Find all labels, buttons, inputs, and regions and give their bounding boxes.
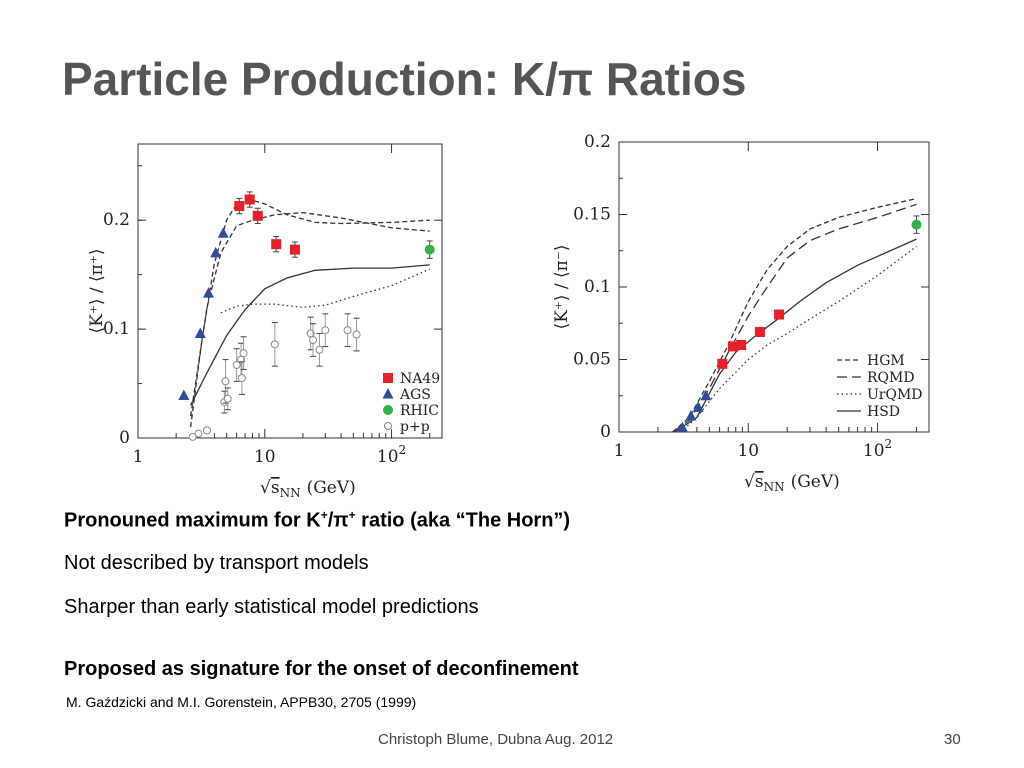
footer: Christoph Blume, Dubna Aug. 2012	[378, 731, 614, 748]
c0-point-p-p	[321, 326, 330, 335]
c1-x-axis-label-s: s	[755, 472, 764, 492]
c0-x-tick-label: 10	[254, 447, 276, 467]
c0-y-tick-label: 0.1	[103, 319, 130, 339]
c0-point-na49	[244, 194, 255, 205]
c1-legend-label: HGM	[867, 353, 905, 369]
c1-y-tick-label: 0	[600, 422, 611, 442]
c1-point-na49	[727, 341, 738, 352]
bullet-horn-post: ratio (aka “The Horn”)	[355, 509, 571, 532]
c0-legend-marker	[384, 422, 392, 430]
c1-point-na49	[717, 358, 728, 369]
c1-x-tick-label: 10	[737, 441, 759, 461]
c0-x-axis-label-sub: NN	[280, 486, 301, 500]
c0-point-ags	[178, 389, 190, 401]
c0-point-p-p	[315, 345, 324, 354]
c1-x-tick-sup: 2	[885, 437, 893, 451]
c1-point-na49	[754, 326, 765, 337]
c1-point-ags	[685, 410, 697, 421]
c0-y-tick-label: 0	[119, 428, 130, 448]
page-number: 30	[944, 731, 961, 748]
c0-x-axis-label-s: s	[271, 478, 280, 498]
c1-x-tick-label: 102	[863, 437, 892, 461]
c1-point-ags	[700, 389, 712, 401]
c1-y-tick-label: 0.1	[584, 277, 611, 297]
c0-x-tick-label: 1	[133, 447, 144, 467]
c0-point-na49	[271, 239, 282, 250]
c0-point-p-p	[308, 336, 317, 344]
kplus-piminus-chart: 0 0.05 0.1 0.15 0.2 1 10 102 HGM RQMD UrQMD HSD √sNN…	[545, 128, 945, 498]
bullet-horn-sup1: +	[320, 508, 328, 522]
c1-x-axis-label-unit: (GeV)	[791, 472, 840, 492]
c0-model-curve-solid	[190, 264, 430, 406]
reference: M. Gaździcki and M.I. Gorenstein, APPB30…	[66, 694, 417, 710]
c0-legend-marker	[382, 388, 394, 399]
bullet-signature: Proposed as signature for the onset of d…	[64, 658, 579, 680]
c0-point-p-p	[343, 326, 352, 335]
c1-y-tick-label: 0.15	[573, 205, 611, 225]
c1-model-curve-dashed-short	[672, 197, 917, 433]
c0-legend-marker	[383, 405, 393, 415]
c0-model-curve-dashed	[189, 211, 430, 417]
c1-point-ags	[692, 401, 704, 412]
c0-point-p-p	[239, 349, 248, 358]
c0-point-p-p	[202, 426, 211, 435]
c0-point-p-p	[237, 374, 246, 383]
c1-legend-label: RQMD	[867, 370, 915, 386]
c1-point-ags	[677, 421, 689, 433]
slide-title: Particle Production: K/π Ratios	[62, 53, 747, 105]
c0-point-p-p	[221, 377, 230, 386]
c0-point-p-p	[352, 330, 361, 339]
c0-legend-label: RHIC	[400, 403, 439, 419]
c0-point-ags	[210, 246, 222, 258]
c1-legend-label: HSD	[867, 404, 900, 420]
c0-point-p-p	[270, 340, 279, 349]
c0-legend-label: NA49	[400, 371, 440, 387]
bullet-transport: Not described by transport models	[64, 552, 369, 574]
c1-y-tick-label: 0.05	[573, 350, 611, 370]
c0-point-ags	[203, 287, 215, 298]
c1-point-na49	[736, 340, 747, 350]
c0-point-p-p	[194, 429, 203, 438]
c1-y-tick-label: 0.2	[584, 132, 611, 152]
c0-model-curve-dotted	[220, 268, 430, 314]
c1-x-axis-label-sub: NN	[764, 480, 785, 494]
c1-point-rhic	[911, 219, 922, 230]
bullet-horn: Pronouned maximum for K+/π+ ratio (aka “…	[64, 508, 570, 533]
c0-point-na49	[234, 201, 245, 212]
bullet-statistical: Sharper than early statistical model pre…	[64, 596, 479, 618]
bullet-horn-mid: /π	[327, 509, 349, 532]
c0-point-p-p	[232, 361, 241, 370]
c1-legend-label: UrQMD	[867, 387, 923, 403]
c0-plot-frame	[137, 143, 443, 439]
c0-x-axis-label: √sNN (GeV)	[260, 478, 356, 500]
c0-point-rhic	[424, 244, 435, 255]
c0-x-tick-label: 102	[377, 443, 406, 467]
c0-y-axis-label: ⟨K⁺⟩ / ⟨π⁺⟩	[87, 249, 107, 334]
c0-point-ags	[194, 327, 206, 338]
bullet-horn-pre: Pronouned maximum for K	[64, 509, 321, 532]
c0-point-na49	[252, 210, 263, 221]
kplus-piplus-chart: 0 0.1 0.2 1 10 102 NA49 AGS RHIC p+p √sNN (GeV) ⟨K⁺⟩…	[87, 128, 460, 500]
c0-legend-label: p+p	[400, 419, 430, 435]
c0-point-p-p	[223, 394, 232, 403]
c0-x-axis-label-unit: (GeV)	[307, 478, 356, 498]
c0-model-curve-dashed	[189, 198, 430, 428]
c0-legend-label: AGS	[399, 387, 431, 403]
kplus-piminus-plot: 00.050.10.150.21 10 102HGMRQMDUrQMDHSD√sNN…	[552, 132, 930, 494]
c0-point-na49	[289, 244, 300, 255]
c1-y-axis-label: ⟨K⁺⟩ / ⟨π⁻⟩	[552, 245, 572, 330]
c0-point-ags	[217, 227, 229, 238]
c1-x-axis-label: √sNN (GeV)	[744, 472, 840, 494]
bullet-horn-sup2: +	[348, 508, 356, 522]
c0-y-tick-label: 0.2	[103, 210, 130, 230]
c1-model-curve-dotted	[680, 245, 917, 433]
c1-x-tick-label: 1	[614, 441, 625, 461]
c0-legend-marker	[383, 373, 393, 383]
c1-point-na49	[774, 309, 785, 320]
c0-x-tick-sup: 2	[399, 443, 407, 457]
